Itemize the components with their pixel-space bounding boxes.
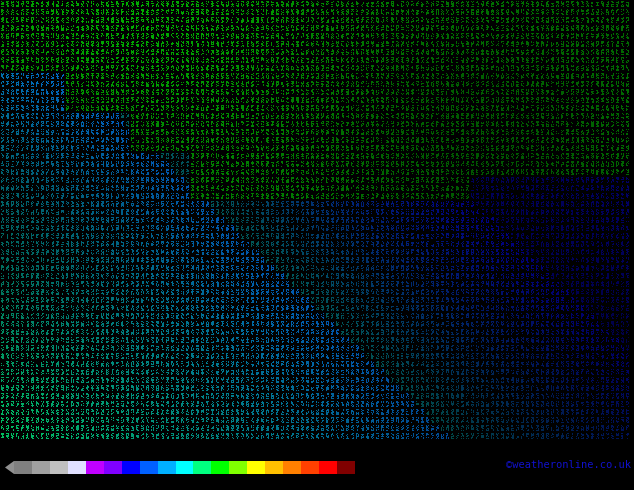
Bar	[176, 461, 193, 474]
Text: Height/Temp. 500 hPa [gdmp][°C] ECMWF: Height/Temp. 500 hPa [gdmp][°C] ECMWF	[3, 446, 267, 459]
Bar	[193, 461, 211, 474]
Bar	[158, 461, 176, 474]
Bar	[86, 461, 104, 474]
Text: 54: 54	[351, 475, 359, 484]
Text: -54: -54	[7, 475, 21, 484]
Bar	[337, 461, 355, 474]
Bar	[50, 461, 68, 474]
Text: -48: -48	[26, 475, 40, 484]
Bar	[283, 461, 301, 474]
Text: 42: 42	[313, 475, 321, 484]
Text: 48: 48	[332, 475, 340, 484]
Text: 0: 0	[182, 475, 187, 484]
Text: -36: -36	[64, 475, 78, 484]
Bar	[247, 461, 265, 474]
Bar	[319, 461, 337, 474]
Bar	[301, 461, 319, 474]
Bar	[122, 461, 139, 474]
Bar	[104, 461, 122, 474]
Text: -12: -12	[139, 475, 153, 484]
Text: -24: -24	[102, 475, 115, 484]
Text: 18: 18	[236, 475, 246, 484]
Text: 30: 30	[275, 475, 284, 484]
Text: 24: 24	[256, 475, 265, 484]
Text: -8: -8	[155, 475, 164, 484]
Bar	[14, 461, 32, 474]
Text: -42: -42	[45, 475, 59, 484]
Text: -30: -30	[83, 475, 97, 484]
Bar	[265, 461, 283, 474]
Bar	[211, 461, 230, 474]
Bar	[68, 461, 86, 474]
Bar	[32, 461, 50, 474]
Text: We 29-05-2024 12:00 UTC (12+48): We 29-05-2024 12:00 UTC (12+48)	[410, 446, 631, 459]
Bar	[139, 461, 158, 474]
Text: ©weatheronline.co.uk: ©weatheronline.co.uk	[506, 460, 631, 470]
Text: 12: 12	[217, 475, 227, 484]
Text: -18: -18	[120, 475, 134, 484]
Text: 36: 36	[294, 475, 303, 484]
Bar	[230, 461, 247, 474]
Polygon shape	[5, 461, 14, 474]
Text: 8: 8	[207, 475, 212, 484]
